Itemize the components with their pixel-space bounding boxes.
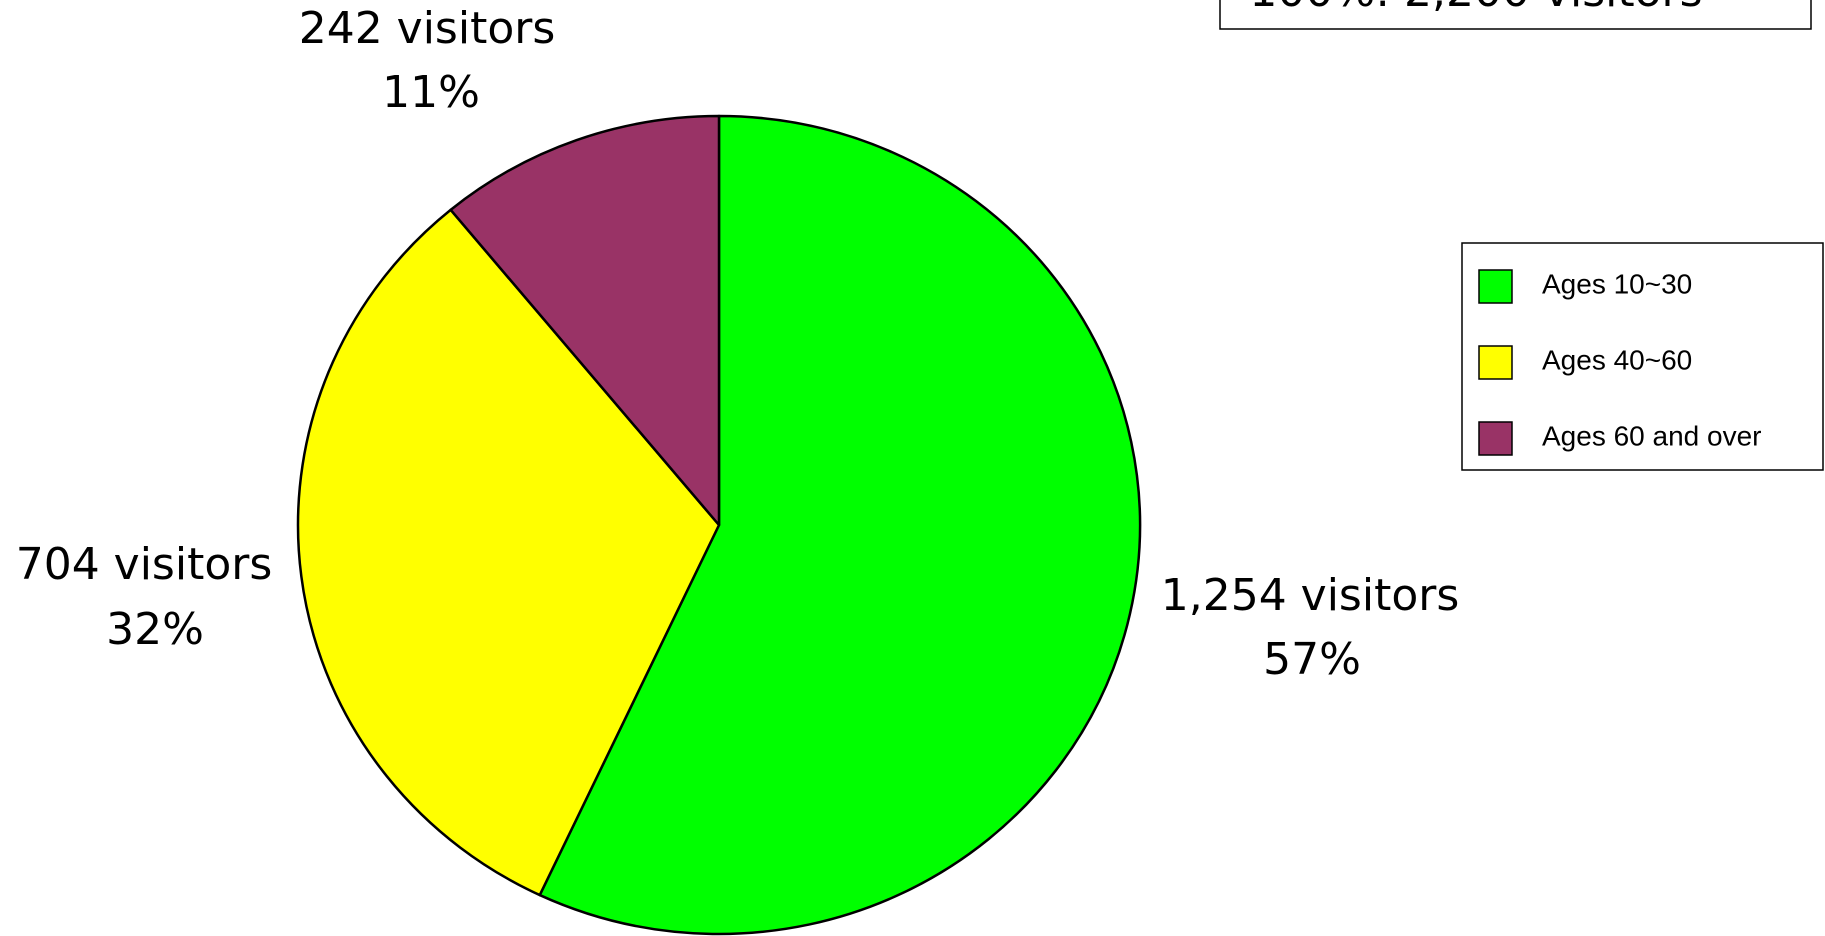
value-label: 704 visitors — [16, 539, 273, 590]
legend-label: Ages 40~60 — [1542, 344, 1692, 375]
legend-label: Ages 60 and over — [1542, 420, 1762, 451]
pie-slice — [538, 114, 1142, 936]
value-label: 1,254 visitors — [1161, 570, 1460, 621]
legend — [1461, 242, 1824, 471]
percentage-label: 11% — [382, 67, 480, 118]
pie-slice — [296, 208, 721, 897]
percentage-label: 57% — [1263, 634, 1361, 685]
pie-slice — [449, 114, 721, 527]
legend-swatch — [1478, 421, 1513, 456]
percentage-label: 32% — [106, 604, 204, 655]
total-label: 100%: 2,200 visitors — [1249, 0, 1702, 17]
legend-swatch — [1478, 269, 1513, 304]
legend-swatch — [1478, 345, 1513, 380]
value-label: 242 visitors — [299, 3, 556, 54]
total-box — [1219, 0, 1812, 30]
legend-label: Ages 10~30 — [1542, 268, 1692, 299]
